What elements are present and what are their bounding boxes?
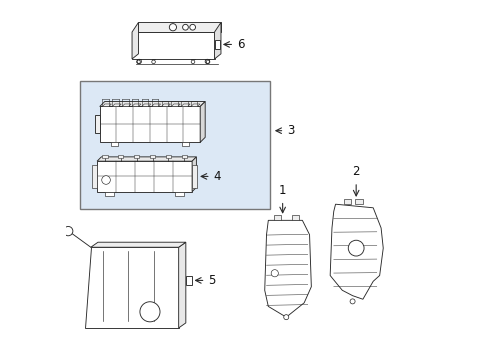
Polygon shape — [355, 199, 363, 204]
Circle shape — [64, 226, 73, 236]
Polygon shape — [152, 104, 161, 107]
Circle shape — [170, 24, 176, 31]
Polygon shape — [274, 215, 281, 220]
Circle shape — [350, 299, 355, 304]
Text: 5: 5 — [208, 274, 216, 287]
Polygon shape — [91, 242, 186, 247]
Polygon shape — [172, 104, 180, 107]
Polygon shape — [100, 102, 205, 107]
Text: 6: 6 — [237, 38, 244, 51]
Polygon shape — [102, 104, 111, 107]
Polygon shape — [179, 242, 186, 328]
Polygon shape — [215, 22, 221, 59]
Polygon shape — [118, 155, 123, 158]
Text: 1: 1 — [279, 184, 286, 197]
Polygon shape — [200, 102, 205, 142]
Polygon shape — [132, 32, 215, 59]
Polygon shape — [95, 116, 100, 134]
Polygon shape — [215, 40, 220, 49]
Circle shape — [190, 24, 196, 30]
Polygon shape — [134, 155, 139, 158]
Polygon shape — [166, 155, 171, 158]
Polygon shape — [343, 199, 351, 204]
Polygon shape — [100, 107, 200, 142]
Polygon shape — [175, 192, 184, 196]
Circle shape — [348, 240, 364, 256]
Polygon shape — [265, 220, 311, 317]
Text: 4: 4 — [214, 170, 221, 183]
Polygon shape — [105, 192, 114, 196]
Polygon shape — [139, 22, 221, 32]
Polygon shape — [292, 215, 299, 220]
Polygon shape — [181, 104, 190, 107]
Polygon shape — [102, 155, 107, 158]
Circle shape — [205, 59, 210, 64]
Circle shape — [102, 176, 110, 184]
Polygon shape — [142, 104, 151, 107]
Polygon shape — [111, 142, 118, 146]
Circle shape — [284, 315, 289, 320]
Polygon shape — [97, 161, 192, 192]
Polygon shape — [192, 165, 197, 188]
Polygon shape — [85, 247, 179, 328]
Polygon shape — [122, 104, 131, 107]
Text: 3: 3 — [287, 124, 294, 137]
Polygon shape — [182, 142, 190, 146]
Polygon shape — [330, 204, 383, 299]
Polygon shape — [93, 165, 97, 188]
Polygon shape — [112, 104, 121, 107]
Circle shape — [271, 270, 278, 277]
Polygon shape — [192, 157, 196, 192]
Polygon shape — [150, 155, 155, 158]
Polygon shape — [162, 104, 171, 107]
Circle shape — [140, 302, 160, 322]
Polygon shape — [132, 104, 141, 107]
Text: 2: 2 — [352, 165, 360, 179]
Polygon shape — [182, 155, 187, 158]
FancyBboxPatch shape — [80, 81, 270, 209]
Polygon shape — [97, 157, 196, 161]
Circle shape — [137, 59, 141, 64]
Polygon shape — [191, 104, 200, 107]
Polygon shape — [186, 276, 192, 285]
Polygon shape — [132, 22, 139, 59]
Circle shape — [183, 24, 188, 30]
